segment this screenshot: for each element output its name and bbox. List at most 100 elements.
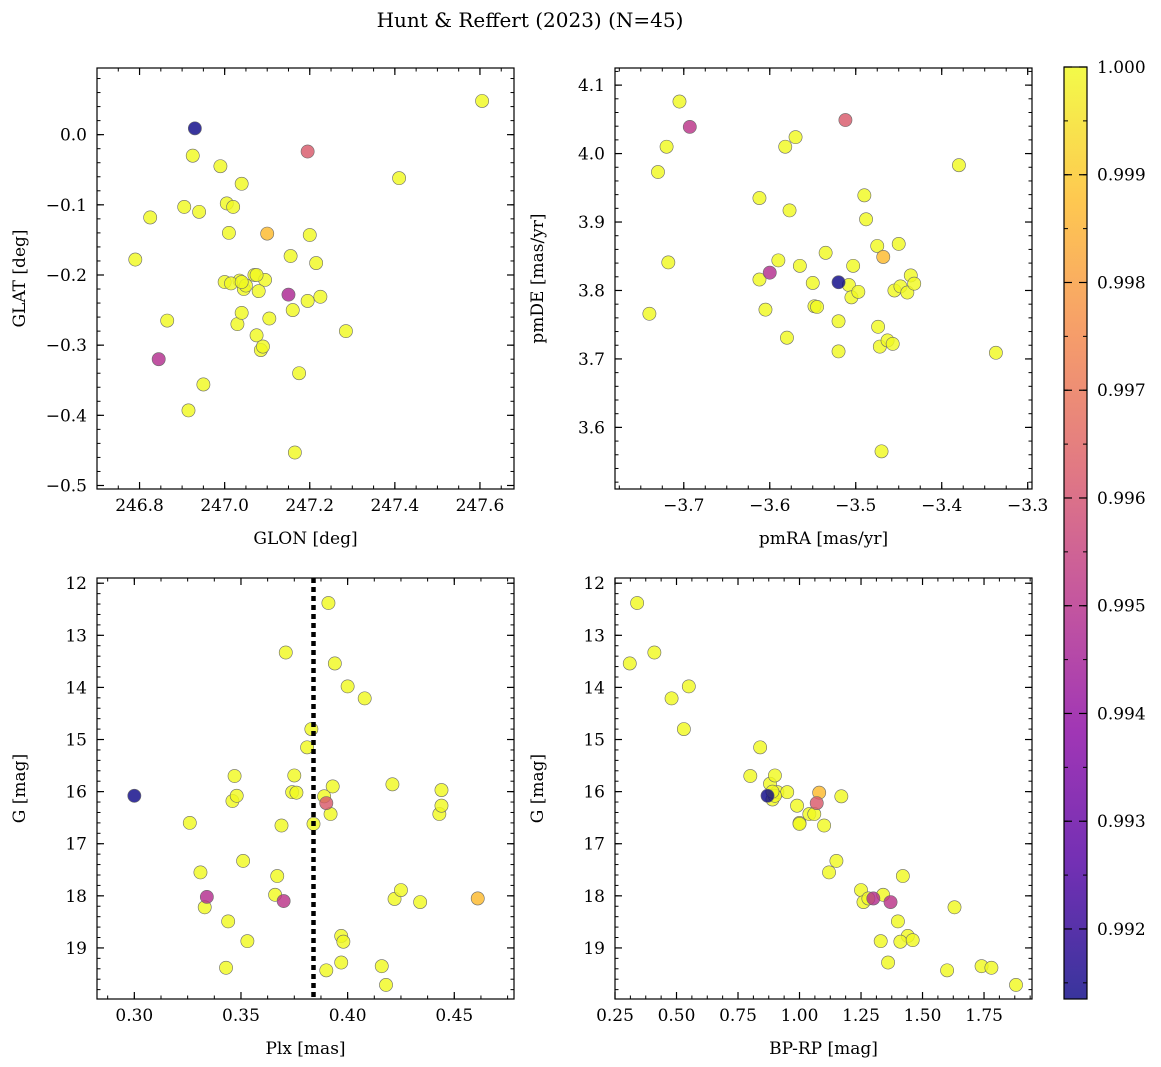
x-tick-label: 0.25 <box>596 1006 634 1026</box>
data-point <box>143 210 158 225</box>
x-tick-label: 1.00 <box>781 1006 819 1026</box>
data-point <box>782 203 797 218</box>
data-point <box>182 815 197 830</box>
x-tick-label: 1.25 <box>842 1006 880 1026</box>
scatter-panel-2: −3.7 −3.6 −3.5 −3.4 −3.3 3.6 3.7 3.8 3.9 4.0 4.1 pm… <box>528 67 1048 549</box>
data-point <box>327 656 342 671</box>
data-point <box>905 933 920 948</box>
data-point <box>664 691 679 706</box>
data-point <box>871 319 885 334</box>
colorbar-tick-label: 0.996 <box>1097 489 1146 509</box>
data-point <box>334 955 349 970</box>
y-axis-label: GLAT [deg] <box>10 229 30 327</box>
y-tick-label: 12 <box>65 574 87 594</box>
data-point <box>240 934 255 949</box>
data-point <box>760 788 775 803</box>
data-point <box>883 895 898 909</box>
data-point <box>187 121 202 136</box>
data-point <box>952 158 966 173</box>
data-point <box>336 934 351 949</box>
figure-title: Hunt & Reffert (2023) (N=45) <box>377 8 684 32</box>
axes-frame <box>614 67 1033 490</box>
axes-frame <box>614 577 1033 1000</box>
data-point <box>192 204 207 219</box>
y-tick-label: 3.8 <box>578 281 605 301</box>
data-point <box>292 366 307 381</box>
data-point <box>128 252 143 267</box>
colorbar-tick-label: 1.000 <box>1097 58 1146 78</box>
x-tick-label: 0.45 <box>435 1006 473 1026</box>
data-point <box>788 130 803 145</box>
y-tick-label: 13 <box>65 626 87 646</box>
data-point <box>319 963 334 978</box>
data-point <box>234 275 249 289</box>
x-tick-label: 247.4 <box>371 496 420 516</box>
data-point <box>758 302 773 317</box>
data-point <box>831 275 846 290</box>
data-point <box>857 188 872 203</box>
x-tick-label: 0.75 <box>719 1006 757 1026</box>
data-point <box>831 314 846 329</box>
y-tick-label: 15 <box>65 731 87 751</box>
data-point <box>262 311 277 326</box>
data-point <box>185 148 200 163</box>
data-points <box>642 94 1003 459</box>
data-point <box>285 303 300 317</box>
data-point <box>302 228 317 242</box>
data-point <box>817 818 832 833</box>
y-tick-label: 3.9 <box>578 213 605 233</box>
data-point <box>988 345 1003 360</box>
y-tick-label: 15 <box>583 731 605 751</box>
x-tick-label: −3.4 <box>921 496 962 516</box>
data-point <box>434 783 449 797</box>
data-point <box>651 165 665 179</box>
scatter-panel-4: 0.25 0.50 0.75 1.00 1.25 1.50 1.75 12 13 14 15 16 17… <box>528 574 1033 1059</box>
data-point <box>219 960 233 975</box>
data-point <box>846 258 861 273</box>
data-point <box>470 891 485 906</box>
axes-frame <box>96 67 515 490</box>
data-point <box>151 352 166 367</box>
y-tick-label: 13 <box>583 626 605 646</box>
data-point <box>790 798 804 813</box>
data-point <box>289 785 304 800</box>
data-point <box>947 900 962 915</box>
data-point <box>319 796 334 810</box>
y-tick-label: 0.0 <box>60 126 87 146</box>
y-tick-label: 4.1 <box>578 76 605 96</box>
data-point <box>300 294 315 308</box>
colorbar-tick-label: 0.998 <box>1097 273 1146 293</box>
y-tick-label: 17 <box>65 835 87 855</box>
data-point <box>881 955 895 970</box>
data-point <box>357 691 372 706</box>
colorbar-tick-label: 0.993 <box>1097 812 1146 832</box>
data-point <box>260 226 275 241</box>
data-point <box>475 94 489 108</box>
y-tick-label: −0.4 <box>46 406 87 426</box>
data-point <box>251 284 266 299</box>
colorbar-tick-label: 0.995 <box>1097 597 1146 617</box>
data-points <box>622 596 1023 992</box>
y-tick-label: 19 <box>65 939 87 959</box>
data-point <box>829 854 844 868</box>
data-point <box>891 237 906 251</box>
data-point <box>193 865 208 880</box>
x-tick-label: −3.3 <box>1007 496 1048 516</box>
data-point <box>805 276 820 290</box>
y-tick-label: −0.2 <box>46 266 87 286</box>
y-axis-label: G [mag] <box>10 754 30 823</box>
data-point <box>891 914 905 929</box>
axes-frame <box>96 577 515 1000</box>
data-point <box>940 963 955 978</box>
data-point <box>876 250 891 264</box>
data-point <box>249 328 264 343</box>
data-point <box>313 289 328 304</box>
data-point <box>885 336 900 351</box>
data-point <box>792 817 807 831</box>
x-tick-label: 247.6 <box>456 496 505 516</box>
data-point <box>300 740 314 755</box>
data-point <box>256 339 270 354</box>
data-point <box>221 914 236 929</box>
data-point <box>661 255 676 270</box>
data-point <box>226 200 241 214</box>
